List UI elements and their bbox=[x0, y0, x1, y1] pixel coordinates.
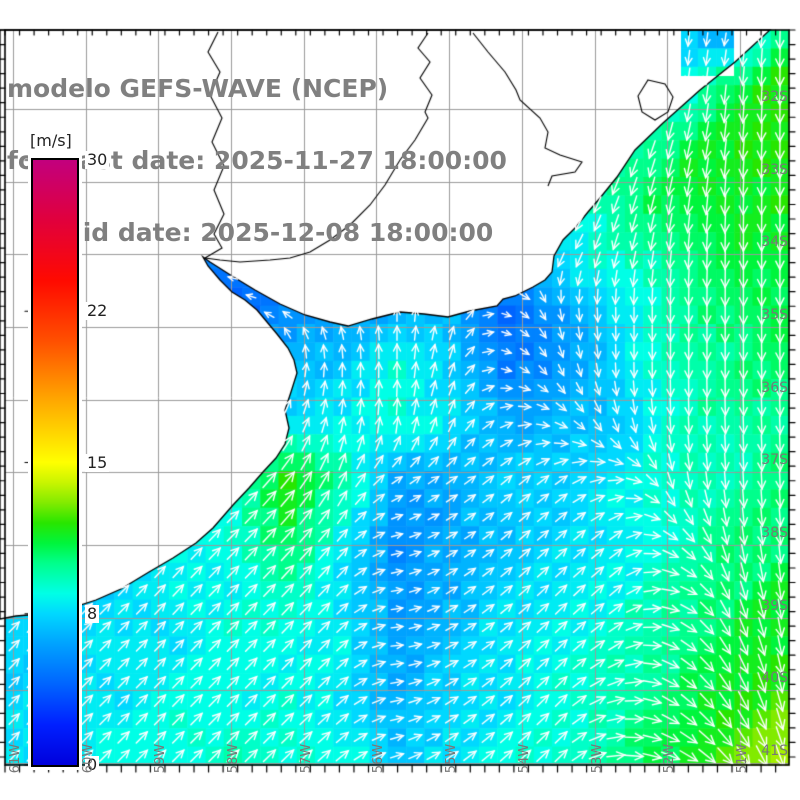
colorbar-tick-label: 30 bbox=[85, 150, 110, 169]
colorbar-tick-label: 8 bbox=[85, 603, 100, 623]
colorbar bbox=[28, 155, 82, 770]
colorbar-unit-label: [m/s] bbox=[30, 131, 72, 150]
model-title: modelo GEFS-WAVE (NCEP) bbox=[7, 74, 389, 103]
colorbar-tick-label: 15 bbox=[85, 452, 110, 472]
colorbar-tick-label: 0 bbox=[85, 755, 100, 774]
colorbar-gradient bbox=[31, 158, 79, 767]
colorbar-tick-label: 22 bbox=[85, 301, 110, 321]
